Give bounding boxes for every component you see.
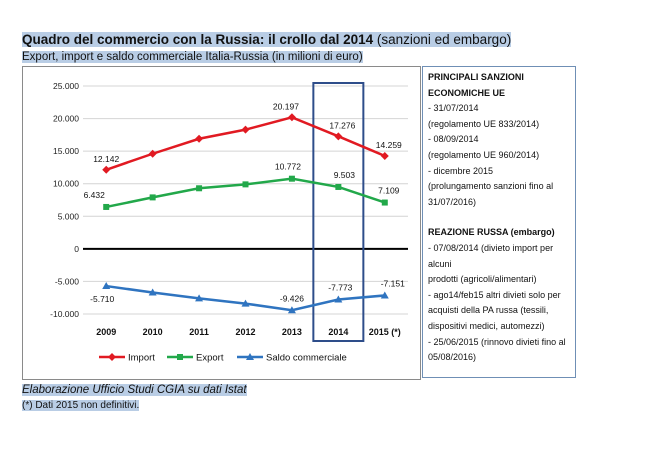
data-point-saldo — [241, 299, 250, 307]
legend-label: Import — [128, 353, 155, 364]
line-chart: -10.000 -5.000 0 5.000 10.000 15.000 20.000 25.… — [50, 81, 408, 364]
data-point-import — [241, 125, 250, 134]
data-point-saldo — [195, 294, 204, 302]
data-point-export — [335, 183, 342, 190]
data-label: -9.426 — [280, 293, 304, 303]
russian-reaction-line: - ago14/feb15 altri divieti solo per — [428, 289, 561, 300]
legend-marker — [246, 353, 254, 360]
data-point-import — [195, 134, 204, 143]
russian-reaction-line: dispositivi medici, automezzi) — [428, 320, 545, 331]
data-label: -7.773 — [328, 282, 352, 292]
data-label: 14.259 — [376, 140, 402, 150]
data-point-export — [381, 199, 388, 206]
y-tick-label: 25.000 — [53, 81, 79, 91]
sanctions-panel: PRINCIPALI SANZIONI ECONOMICHE UE - 31/0… — [422, 66, 576, 378]
y-tick-label: -10.000 — [50, 309, 79, 319]
legend-marker — [108, 353, 116, 361]
sanctions-line: - 08/09/2014 — [428, 134, 479, 145]
data-label: -7.151 — [381, 278, 405, 288]
data-point-export — [196, 185, 203, 192]
chart-subtitle: Export, import e saldo commerciale Itali… — [22, 50, 363, 64]
chart-panel: -10.000 -5.000 0 5.000 10.000 15.000 20.000 25.… — [22, 66, 421, 380]
data-point-import — [102, 165, 111, 174]
data-label: 10.772 — [275, 162, 301, 172]
russian-reaction-line: acquisti della PA russa (tessili, — [428, 305, 549, 316]
y-tick-label: 10.000 — [53, 179, 79, 189]
sanctions-line: (regolamento UE 833/2014) — [428, 118, 540, 129]
x-tick-label: 2012 — [235, 327, 255, 337]
legend-label: Export — [196, 353, 224, 364]
title-suffix: (sanzioni ed embargo) — [373, 32, 512, 47]
footnote: (*) Dati 2015 non definitivi. — [22, 399, 140, 412]
sanctions-line: (regolamento UE 960/2014) — [428, 149, 540, 160]
footnote-text: (*) Dati 2015 non definitivi. — [22, 400, 140, 411]
y-tick-label: 15.000 — [53, 146, 79, 156]
legend-label: Saldo commerciale — [266, 353, 347, 364]
data-point-export — [149, 194, 156, 201]
data-label: 12.142 — [93, 154, 119, 164]
x-tick-label: 2010 — [143, 327, 163, 337]
data-point-saldo — [380, 291, 389, 299]
sanctions-line: (prolungamento sanzioni fino al — [428, 181, 554, 192]
sanctions-line: 31/07/2016) — [428, 196, 477, 207]
russian-reaction-line: prodotti (agricoli/alimentari) — [428, 274, 537, 285]
x-tick-label: 2009 — [96, 327, 116, 337]
russian-reaction-line: 05/08/2016) — [428, 352, 477, 363]
y-tick-label: 20.000 — [53, 114, 79, 124]
highlight-2014-box — [312, 82, 365, 342]
data-point-export — [103, 203, 110, 210]
sanctions-line: - dicembre 2015 — [428, 165, 494, 176]
x-tick-label: 2013 — [282, 327, 302, 337]
data-label: 6.432 — [84, 190, 106, 200]
chart-title: Quadro del commercio con la Russia: il c… — [22, 32, 512, 48]
x-tick-label: 2014 — [328, 327, 348, 337]
data-point-saldo — [148, 288, 157, 296]
y-tick-label: 5.000 — [58, 211, 80, 221]
sanctions-line: - 31/07/2014 — [428, 103, 479, 114]
data-point-saldo — [102, 282, 111, 290]
data-label: 7.109 — [378, 186, 400, 196]
legend-marker — [177, 354, 183, 360]
data-label: -5.710 — [90, 294, 114, 304]
data-point-import — [287, 113, 296, 122]
data-point-export — [242, 181, 249, 188]
data-label: 17.276 — [329, 120, 355, 130]
russian-reaction-line: - 07/08/2014 (divieto import per alcuni — [428, 242, 554, 269]
data-label: 20.197 — [273, 101, 299, 111]
data-point-export — [288, 175, 295, 182]
russian-reaction-heading: REAZIONE RUSSA (embargo) — [428, 227, 555, 238]
russian-reaction-line: - 25/06/2015 (rinnovo divieti fino al — [428, 336, 566, 347]
data-point-saldo — [287, 306, 296, 314]
sanctions-heading: PRINCIPALI SANZIONI ECONOMICHE UE — [428, 72, 524, 98]
source-text: Elaborazione Ufficio Studi CGIA su dati … — [22, 384, 247, 396]
data-point-import — [148, 149, 157, 158]
source-note: Elaborazione Ufficio Studi CGIA su dati … — [22, 383, 247, 397]
y-tick-label: -5.000 — [55, 276, 79, 286]
x-tick-label: 2015 (*) — [369, 327, 401, 337]
data-point-import — [334, 132, 343, 141]
data-point-import — [380, 151, 389, 160]
title-main: Quadro del commercio con la Russia: il c… — [22, 32, 374, 47]
subtitle-text: Export, import e saldo commerciale Itali… — [22, 51, 363, 63]
y-tick-label: 0 — [74, 244, 79, 254]
data-label: 9.503 — [334, 170, 356, 180]
x-tick-label: 2011 — [189, 327, 209, 337]
data-point-saldo — [334, 295, 343, 303]
